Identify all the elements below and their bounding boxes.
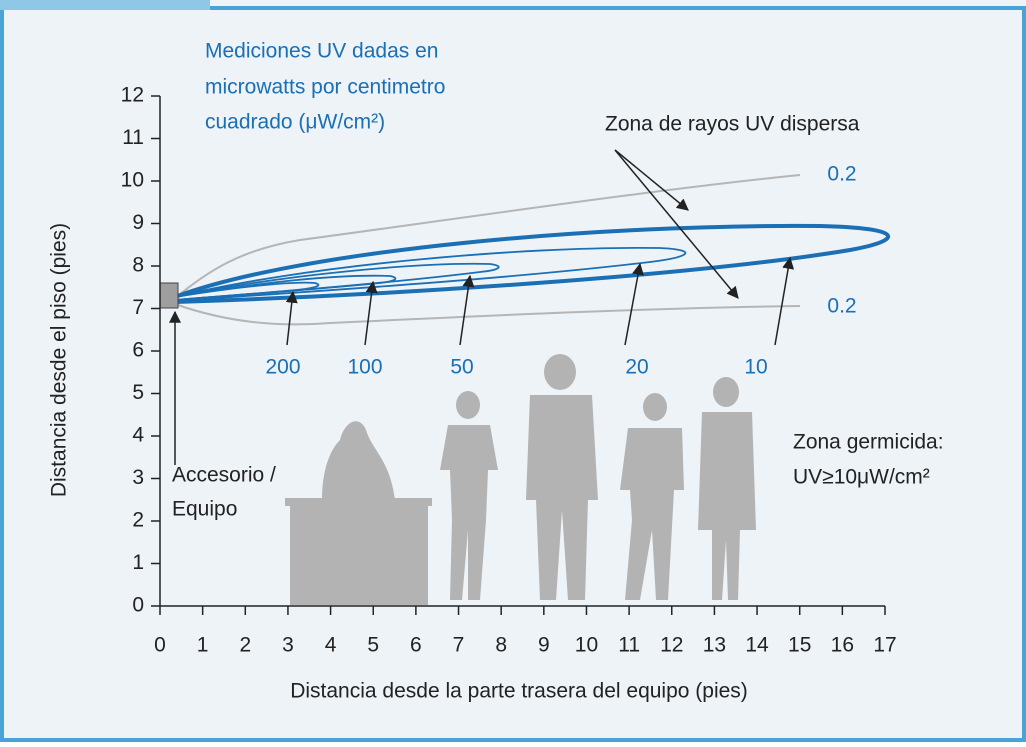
title-line: cuadrado (μW/cm²) — [205, 111, 385, 134]
contour-label: 200 — [265, 356, 300, 379]
y-tick-label: 7 — [132, 296, 144, 319]
x-tick-label: 10 — [575, 634, 598, 657]
contour-label: 100 — [347, 356, 382, 379]
chart: Mediciones UV dadas en microwatts por ce… — [0, 0, 1026, 742]
x-tick-label: 13 — [703, 634, 726, 657]
x-tick-label: 7 — [453, 634, 465, 657]
x-tick-label: 4 — [325, 634, 337, 657]
x-tick-label: 17 — [873, 634, 896, 657]
contour-label: 10 — [744, 356, 767, 379]
y-tick-label: 4 — [132, 424, 144, 447]
y-tick-label: 8 — [132, 254, 144, 277]
y-tick-label: 5 — [132, 381, 144, 404]
x-tick-label: 6 — [410, 634, 422, 657]
x-tick-label: 0 — [154, 634, 166, 657]
contour-label: 0.2 — [827, 163, 856, 186]
title-line: microwatts por centimetro — [205, 76, 445, 99]
y-tick-label: 6 — [132, 339, 144, 362]
annotation: Accesorio / — [172, 464, 276, 487]
x-axis-label: Distancia desde la parte trasera del equ… — [290, 680, 748, 703]
y-tick-label: 11 — [122, 126, 144, 149]
y-tick-label: 9 — [132, 211, 144, 234]
x-tick-label: 3 — [282, 634, 294, 657]
annotation: Zona germicida: — [793, 431, 944, 454]
annotation: Equipo — [172, 498, 237, 521]
annotation: UV≥10μW/cm² — [793, 466, 930, 489]
y-tick-label: 1 — [132, 551, 144, 574]
x-tick-label: 15 — [788, 634, 811, 657]
contour-label: 0.2 — [827, 295, 856, 318]
fixture — [160, 283, 178, 308]
x-tick-label: 12 — [660, 634, 683, 657]
y-tick-label: 2 — [132, 509, 144, 532]
x-tick-label: 9 — [538, 634, 550, 657]
contour-label: 50 — [450, 356, 473, 379]
x-tick-label: 8 — [495, 634, 507, 657]
y-axis-label: Distancia desde el piso (pies) — [48, 223, 71, 497]
y-tick-label: 3 — [132, 466, 144, 489]
x-tick-label: 14 — [745, 634, 769, 657]
annotation: Zona de rayos UV dispersa — [605, 113, 860, 136]
x-tick-label: 2 — [239, 634, 251, 657]
y-tick-label: 10 — [121, 169, 144, 192]
y-tick-label: 12 — [121, 84, 144, 107]
x-tick-label: 5 — [367, 634, 379, 657]
contour-label: 20 — [625, 356, 648, 379]
y-tick-label: 0 — [132, 594, 144, 617]
x-tick-label: 16 — [831, 634, 854, 657]
background — [0, 0, 1026, 742]
title-line: Mediciones UV dadas en — [205, 40, 438, 63]
x-tick-label: 1 — [197, 634, 209, 657]
frame-tab — [0, 0, 210, 10]
x-tick-label: 11 — [618, 634, 640, 657]
